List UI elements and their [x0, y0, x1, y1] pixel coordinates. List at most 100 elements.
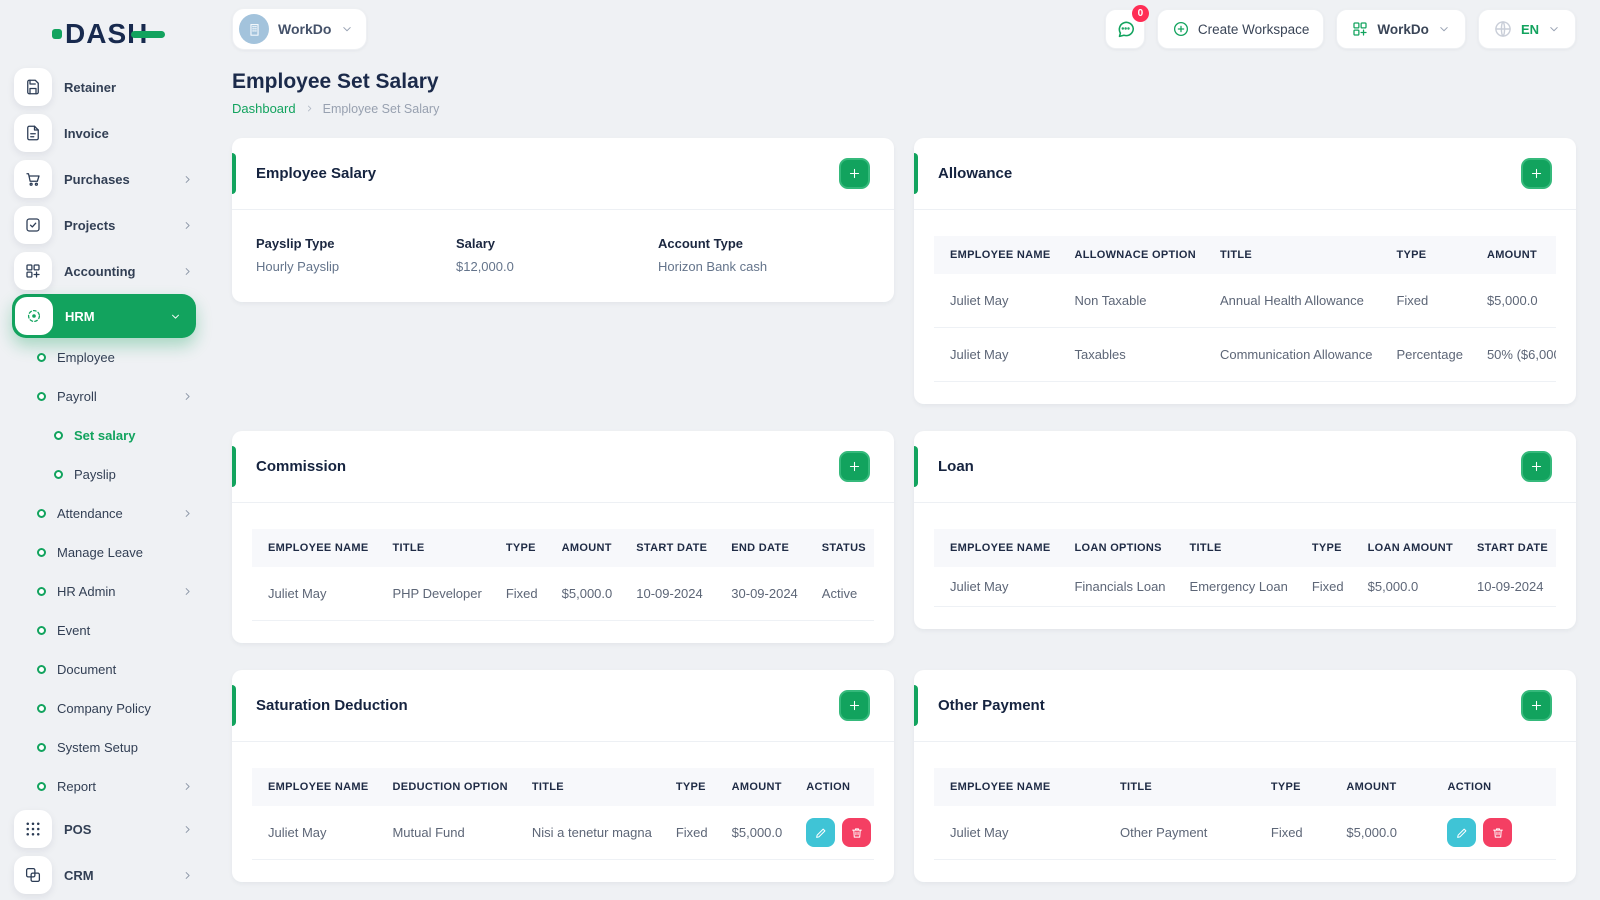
column-header: AMOUNT [1334, 768, 1436, 806]
breadcrumb: Dashboard Employee Set Salary [232, 101, 1576, 116]
sidebar-item-report[interactable]: Report [0, 767, 210, 806]
card-title: Commission [256, 458, 347, 475]
add-commission-button[interactable] [839, 451, 870, 482]
table-cell: Juliet May [950, 579, 1009, 594]
language-dropdown[interactable]: EN [1477, 9, 1576, 49]
table-cell: $5,000.0 [1486, 293, 1538, 308]
sidebar-item-company-policy[interactable]: Company Policy [0, 689, 210, 728]
table-row: Juliet May Financials Loan Emergency Loan F… [934, 567, 1556, 607]
edit-button[interactable] [1447, 818, 1477, 847]
sidebar-item-crm[interactable]: CRM [0, 852, 210, 898]
sidebar-item-employee[interactable]: Employee [0, 338, 210, 377]
sidebar-item-payslip[interactable]: Payslip [0, 455, 210, 494]
trash-icon [850, 826, 864, 840]
commission-table-wrap: EMPLOYEE NAME TITLE TYPE AMOUNT START DATE EN… [252, 529, 874, 621]
saturation-deduction-table: EMPLOYEE NAME DEDUCTION OPTION TITLE TYPE AM… [252, 768, 874, 860]
plus-icon [847, 459, 862, 474]
table-row: Juliet May Taxables Communication Allowanc… [934, 327, 1556, 382]
column-header: EMPLOYEE NAME [252, 768, 381, 806]
chat-icon [1114, 18, 1136, 40]
column-header: START DATE [624, 529, 720, 567]
chevron-right-icon [181, 780, 194, 793]
messages-button[interactable]: 0 [1104, 5, 1149, 49]
sidebar-item-invoice[interactable]: Invoice [0, 110, 210, 156]
card-header: Loan [914, 431, 1576, 503]
sidebar-item-event[interactable]: Event [0, 611, 210, 650]
sidebar-item-hrm[interactable]: HRM [12, 294, 196, 338]
sidebar-item-payroll[interactable]: Payroll [0, 377, 210, 416]
column-header: AMOUNT [719, 768, 795, 806]
table-cell: Taxables [1062, 327, 1208, 382]
sidebar-item-projects[interactable]: Projects [0, 202, 210, 248]
add-saturation-deduction-button[interactable] [839, 690, 870, 721]
sidebar-item-retainer[interactable]: Retainer [0, 64, 210, 110]
sidebar-item-manage-leave[interactable]: Manage Leave [0, 533, 210, 572]
field-label: Account Type [658, 236, 743, 251]
workspace-selector[interactable]: WorkDo [232, 8, 368, 50]
delete-button[interactable] [842, 818, 872, 847]
column-header: TITLE [1207, 236, 1385, 274]
sidebar-item-accounting[interactable]: Accounting [0, 248, 210, 294]
add-loan-button[interactable] [1521, 451, 1552, 482]
topbar-actions: 0 Create Workspace WorkDo EN [1104, 5, 1576, 49]
bullet-icon [37, 665, 46, 674]
table-cell: Fixed [1396, 293, 1429, 308]
actions-cell [1435, 806, 1556, 860]
card-header: Saturation Deduction [232, 670, 894, 742]
add-allowance-button[interactable] [1521, 158, 1552, 189]
add-employee-salary-button[interactable] [839, 158, 870, 189]
plus-icon [1529, 698, 1544, 713]
plus-icon [847, 698, 862, 713]
card-header: Commission [232, 431, 894, 503]
bullet-icon [37, 782, 46, 791]
sidebar-item-label: Projects [64, 217, 116, 233]
create-workspace-label: Create Workspace [1197, 21, 1310, 37]
field-value: Hourly Payslip [256, 259, 340, 274]
column-header: TITLE [380, 529, 494, 567]
workspace-dropdown[interactable]: WorkDo [1336, 9, 1466, 49]
add-other-payment-button[interactable] [1521, 690, 1552, 721]
globe-icon [1493, 19, 1513, 39]
plus-icon [1529, 459, 1544, 474]
sidebar-item-pos[interactable]: POS [0, 806, 210, 852]
table-cell: Mutual Fund [392, 825, 465, 840]
table-cell: Other Payment [1119, 825, 1208, 840]
chevron-down-icon [340, 22, 354, 36]
field-label: Salary [456, 236, 496, 251]
sidebar-item-purchases[interactable]: Purchases [0, 156, 210, 202]
table-cell: Non Taxable [1074, 293, 1147, 308]
sidebar-item-label: Invoice [64, 125, 109, 141]
bullet-icon [54, 470, 63, 479]
sidebar-item-label: Company Policy [57, 701, 151, 716]
language-label: EN [1520, 21, 1539, 37]
column-header: TITLE [1107, 768, 1259, 806]
logo-dot [52, 29, 62, 39]
table-cell: Juliet May [950, 825, 1009, 840]
salary-field: Payslip Type Hourly Payslip [256, 236, 456, 274]
sidebar-item-attendance[interactable]: Attendance [0, 494, 210, 533]
card-header: Allowance [914, 138, 1576, 210]
column-header: STATUS [809, 529, 874, 567]
table-cell: Juliet May [950, 293, 1009, 308]
column-header: TYPE [663, 768, 720, 806]
table-header-row: EMPLOYEE NAME DEDUCTION OPTION TITLE TYPE AM… [252, 768, 874, 806]
workspace-name: WorkDo [278, 21, 332, 37]
sidebar-item-system-setup[interactable]: System Setup [0, 728, 210, 767]
delete-button[interactable] [1483, 818, 1513, 847]
column-header: EMPLOYEE NAME [252, 529, 381, 567]
commission-card: Commission EMPLOYEE NAME TITLE TYPE AMOUNT S… [232, 431, 894, 643]
breadcrumb-dashboard-link[interactable]: Dashboard [232, 101, 296, 116]
building-icon [239, 14, 269, 44]
column-header: ALLOWNACE OPTION [1062, 236, 1208, 274]
chevron-right-icon [181, 823, 194, 836]
sidebar-item-set-salary[interactable]: Set salary [0, 416, 210, 455]
create-workspace-button[interactable]: Create Workspace [1156, 9, 1325, 49]
sidebar-item-document[interactable]: Document [0, 650, 210, 689]
table-cell: $5,000.0 [1367, 579, 1419, 594]
column-header: TYPE [1384, 236, 1475, 274]
breadcrumb-current: Employee Set Salary [322, 101, 440, 116]
column-header: EMPLOYEE NAME [934, 529, 1063, 567]
sidebar-item-hr-admin[interactable]: HR Admin [0, 572, 210, 611]
edit-button[interactable] [806, 818, 836, 847]
table-row: Juliet May Mutual Fund Nisi a tenetur magn… [252, 806, 874, 860]
